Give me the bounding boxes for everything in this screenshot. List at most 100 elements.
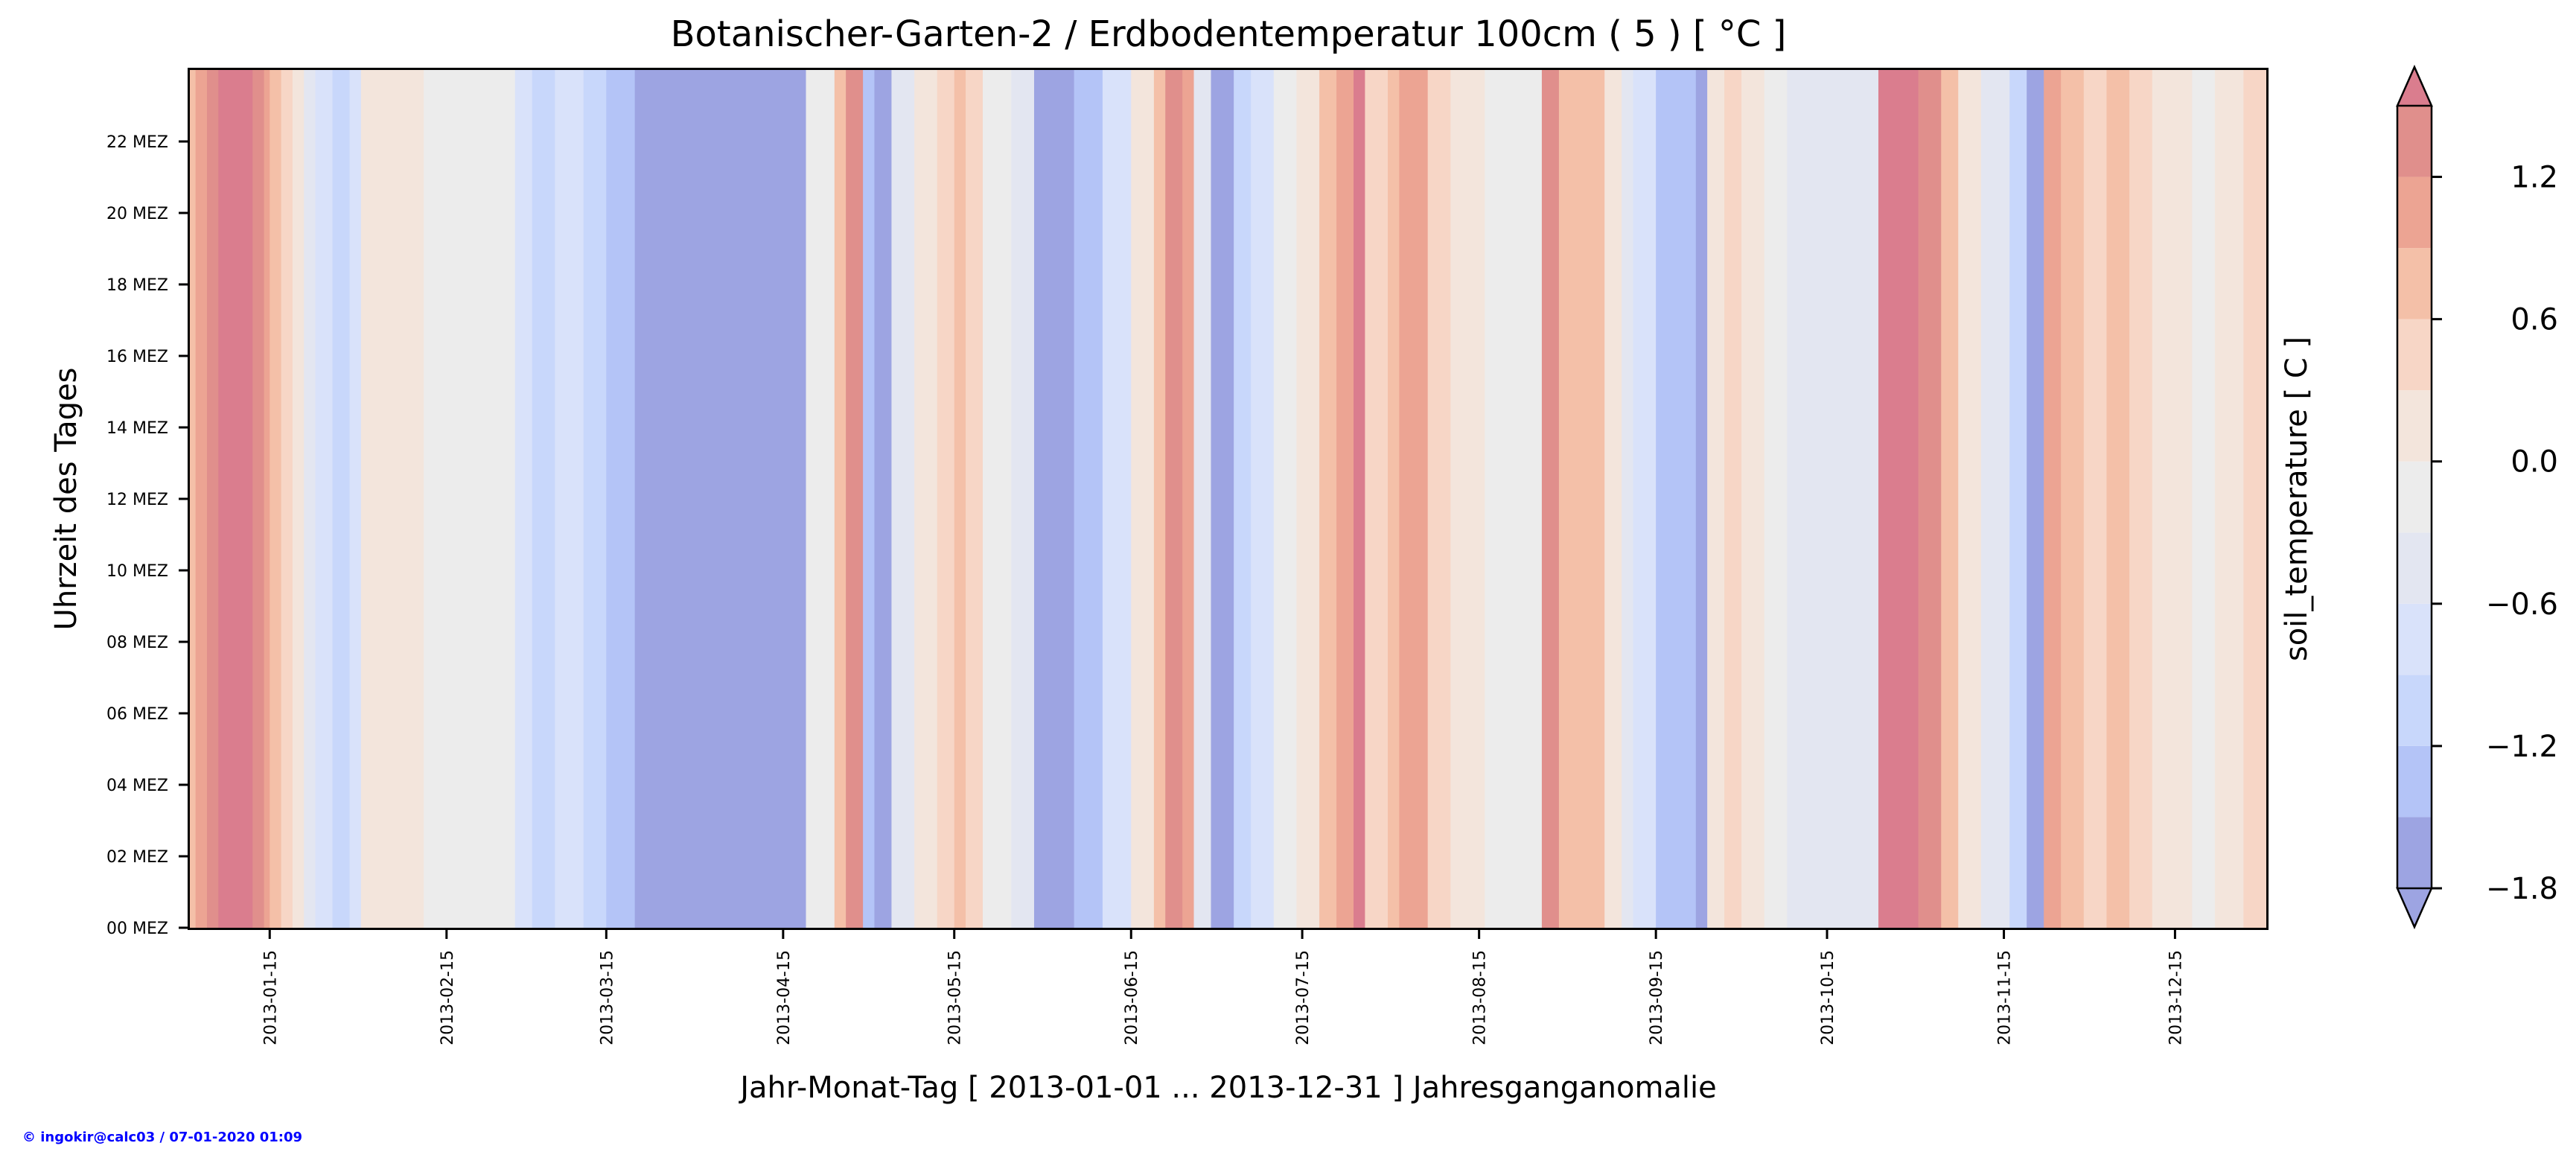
heatmap-band-33 bbox=[983, 70, 1012, 928]
heatmap-band-25 bbox=[846, 70, 864, 928]
colorbar-tick-label-4: −1.2 bbox=[2486, 730, 2558, 764]
heatmap-band-8 bbox=[292, 70, 305, 928]
y-tick-label-11: 22 MEZ bbox=[106, 133, 168, 152]
x-tick-label-2: 2013-03-15 bbox=[598, 950, 616, 1045]
colorbar-label: soil_temperature [ C ] bbox=[2280, 337, 2314, 661]
heatmap-band-40 bbox=[1165, 70, 1183, 928]
heatmap-band-28 bbox=[891, 70, 915, 928]
heatmap-band-48 bbox=[1319, 70, 1337, 928]
y-tick-label-9: 18 MEZ bbox=[106, 276, 168, 295]
x-tick-label-6: 2013-07-15 bbox=[1294, 950, 1313, 1045]
heatmap-band-12 bbox=[349, 70, 362, 928]
heatmap-band-66 bbox=[1741, 70, 1765, 928]
y-tick-label-10: 20 MEZ bbox=[106, 205, 168, 223]
heatmap-band-74 bbox=[2009, 70, 2027, 928]
heatmap-band-32 bbox=[966, 70, 983, 928]
heatmap-band-71 bbox=[1941, 70, 1959, 928]
heatmap-band-60 bbox=[1622, 70, 1634, 928]
colorbar-ticks: 1.2 0.6 0.0 −0.6 −1.2 −1.8 bbox=[2432, 161, 2558, 906]
heatmap-band-53 bbox=[1399, 70, 1429, 928]
heatmap-band-10 bbox=[315, 70, 334, 928]
heatmap-band-2 bbox=[206, 70, 219, 928]
heatmap-band-73 bbox=[1980, 70, 2010, 928]
y-tick-label-1: 02 MEZ bbox=[106, 848, 168, 867]
y-tick-label-6: 12 MEZ bbox=[106, 491, 168, 509]
heatmap-band-6 bbox=[270, 70, 282, 928]
heatmap-band-52 bbox=[1388, 70, 1400, 928]
heatmap-band-19 bbox=[606, 70, 636, 928]
colorbar-tick-label-1: 0.6 bbox=[2510, 303, 2558, 337]
heatmap-band-5 bbox=[264, 70, 270, 928]
heatmap-band-26 bbox=[863, 70, 876, 928]
x-tick-label-0: 2013-01-15 bbox=[261, 950, 280, 1045]
heatmap-band-82 bbox=[2192, 70, 2216, 928]
heatmap-band-62 bbox=[1656, 70, 1697, 928]
heatmap-band-68 bbox=[1787, 70, 1879, 928]
y-tick-label-5: 10 MEZ bbox=[106, 562, 168, 581]
chart-title: Botanischer-Garten-2 / Erdbodentemperatu… bbox=[671, 13, 1787, 55]
heatmap-band-67 bbox=[1764, 70, 1788, 928]
heatmap-band-56 bbox=[1485, 70, 1543, 928]
colorbar-level-8 bbox=[2397, 248, 2432, 319]
heatmap-band-9 bbox=[304, 70, 316, 928]
y-axis-label: Uhrzeit des Tages bbox=[49, 368, 83, 631]
y-axis-ticks: 00 MEZ 02 MEZ 04 MEZ 06 MEZ 08 MEZ 10 MEZ 12 M… bbox=[106, 133, 189, 938]
heatmap-band-63 bbox=[1695, 70, 1708, 928]
heatmap-band-37 bbox=[1102, 70, 1132, 928]
heatmap-band-16 bbox=[532, 70, 555, 928]
colorbar-level-1 bbox=[2397, 745, 2432, 818]
heatmap-band-3 bbox=[218, 70, 253, 928]
heatmap-band-70 bbox=[1918, 70, 1942, 928]
colorbar-level-7 bbox=[2397, 319, 2432, 391]
x-tick-label-5: 2013-06-15 bbox=[1123, 950, 1141, 1045]
heatmap-band-36 bbox=[1074, 70, 1103, 928]
x-tick-label-11: 2013-12-15 bbox=[2167, 950, 2185, 1045]
heatmap-band-45 bbox=[1251, 70, 1275, 928]
colorbar-level-5 bbox=[2397, 461, 2432, 533]
heatmap-band-7 bbox=[281, 70, 293, 928]
heatmap-band-57 bbox=[1541, 70, 1560, 928]
heatmap-band-42 bbox=[1193, 70, 1212, 928]
heatmap-band-0 bbox=[190, 70, 197, 928]
heatmap-band-27 bbox=[874, 70, 893, 928]
colorbar-level-2 bbox=[2397, 675, 2432, 746]
heatmap-band-69 bbox=[1878, 70, 1919, 928]
heatmap-band-44 bbox=[1234, 70, 1252, 928]
heatmap-band-13 bbox=[360, 70, 424, 928]
x-tick-label-9: 2013-10-15 bbox=[1819, 950, 1837, 1045]
heatmap-band-23 bbox=[806, 70, 835, 928]
heatmap-band-77 bbox=[2061, 70, 2085, 928]
heatmap-bands bbox=[190, 70, 2267, 928]
colorbar-level-6 bbox=[2397, 390, 2432, 462]
heatmap-band-61 bbox=[1633, 70, 1657, 928]
colorbar-level-4 bbox=[2397, 532, 2432, 604]
heatmap-band-38 bbox=[1131, 70, 1155, 928]
heatmap-band-55 bbox=[1450, 70, 1485, 928]
y-tick-label-3: 06 MEZ bbox=[106, 705, 168, 724]
x-tick-label-3: 2013-04-15 bbox=[775, 950, 794, 1045]
heatmap-band-11 bbox=[332, 70, 351, 928]
x-tick-label-4: 2013-05-15 bbox=[946, 950, 965, 1045]
heatmap-band-39 bbox=[1153, 70, 1166, 928]
y-tick-label-7: 14 MEZ bbox=[106, 419, 168, 438]
colorbar-tick-label-2: 0.0 bbox=[2510, 445, 2558, 480]
x-tick-label-7: 2013-08-15 bbox=[1471, 950, 1490, 1045]
heatmap-band-59 bbox=[1604, 70, 1622, 928]
heatmap-band-64 bbox=[1707, 70, 1725, 928]
heatmap-band-72 bbox=[1958, 70, 1982, 928]
heatmap-band-15 bbox=[514, 70, 533, 928]
colorbar-level-0 bbox=[2397, 817, 2432, 888]
heatmap-band-34 bbox=[1011, 70, 1035, 928]
colorbar-over-extension bbox=[2396, 64, 2433, 107]
heatmap-band-20 bbox=[634, 70, 675, 928]
heatmap-band-81 bbox=[2152, 70, 2193, 928]
colorbar-level-3 bbox=[2397, 603, 2432, 675]
x-tick-label-8: 2013-09-15 bbox=[1648, 950, 1666, 1045]
heatmap-band-18 bbox=[583, 70, 607, 928]
colorbar-under-extension bbox=[2396, 887, 2433, 930]
colorbar-tick-label-5: −1.8 bbox=[2486, 872, 2558, 906]
heatmap-band-79 bbox=[2106, 70, 2130, 928]
y-tick-label-4: 08 MEZ bbox=[106, 634, 168, 652]
colorbar-level-9 bbox=[2397, 176, 2432, 249]
heatmap-band-24 bbox=[834, 70, 847, 928]
